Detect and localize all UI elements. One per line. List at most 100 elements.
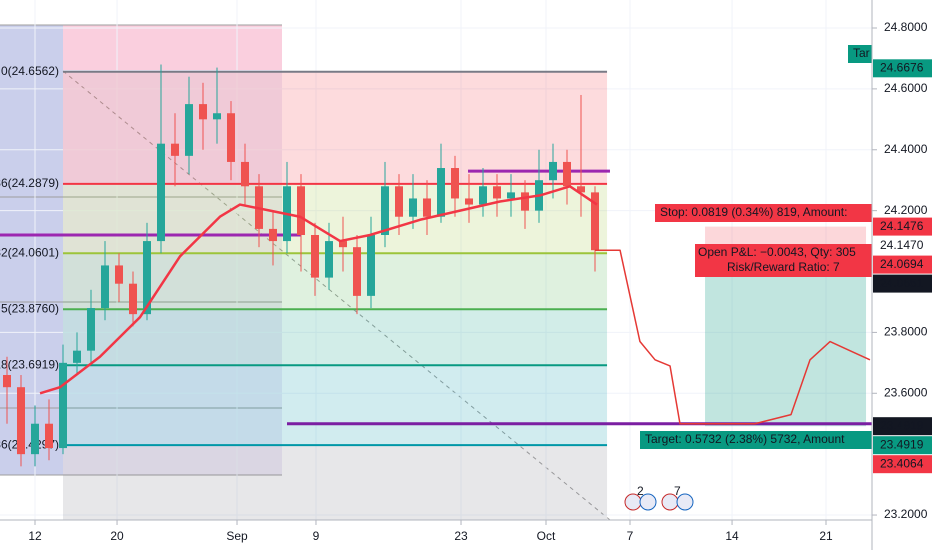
candle-body bbox=[86, 308, 95, 351]
candle-body bbox=[100, 265, 109, 309]
fib-band bbox=[62, 183, 608, 254]
x-tick-label: Oct bbox=[537, 529, 556, 543]
candle-body bbox=[44, 423, 53, 449]
drawings-back bbox=[0, 0, 872, 520]
candle-body bbox=[268, 228, 277, 242]
price-label: 24.0694 bbox=[880, 257, 924, 271]
candle-body bbox=[114, 265, 123, 284]
candle-body bbox=[450, 168, 459, 199]
label-text: Open P&L: −0.0043, Qty: 305 bbox=[698, 245, 856, 259]
price-label: 23.4919 bbox=[880, 418, 924, 432]
fib-label: 18(23.6919) bbox=[0, 357, 59, 371]
label-text: Risk/Reward Ratio: 7 bbox=[727, 260, 840, 274]
plot: 0(24.6562) 36(24.2879) 82(24.0601) .5(23.87… bbox=[0, 45, 872, 511]
candle-body bbox=[170, 143, 179, 156]
candle-body bbox=[436, 168, 445, 217]
candle-body bbox=[142, 241, 151, 315]
candle-body bbox=[310, 234, 319, 278]
fib-label: .5(23.8760) bbox=[0, 301, 59, 315]
fib-band bbox=[62, 309, 608, 366]
price-label-box bbox=[873, 436, 932, 455]
fib-band bbox=[62, 445, 608, 520]
candle-body bbox=[548, 161, 557, 181]
x-tick-label: 9 bbox=[313, 529, 320, 543]
price-label: 24.0651 bbox=[880, 276, 924, 290]
candle-body bbox=[212, 113, 221, 120]
x-tick-label: 21 bbox=[819, 529, 833, 543]
candle-body bbox=[352, 247, 361, 296]
price-label: 24.1476 bbox=[880, 219, 924, 233]
trend-line bbox=[62, 70, 611, 520]
price-label-box bbox=[873, 59, 932, 78]
candle-body bbox=[30, 423, 39, 455]
y-tick-label: 23.8000 bbox=[884, 325, 928, 339]
price-label: 24.1470 bbox=[880, 238, 924, 252]
top-box bbox=[63, 25, 282, 70]
target-zone bbox=[705, 250, 867, 427]
candle-body bbox=[58, 362, 67, 449]
y-tick-label: 24.8000 bbox=[884, 20, 928, 34]
fib-band bbox=[62, 365, 608, 446]
candle-body bbox=[520, 192, 529, 211]
line-series bbox=[594, 249, 871, 425]
x-tick-label: 23 bbox=[454, 529, 468, 543]
x-tick-label: 20 bbox=[110, 529, 124, 543]
price-label-box bbox=[873, 455, 932, 474]
label-text: Target: 0.5732 (2.38%) 5732, Amount bbox=[645, 432, 845, 446]
axes: 24.8000 24.6000 24.4000 24.2000 23.8000 23.60… bbox=[28, 20, 932, 543]
event-count: 7 bbox=[674, 484, 681, 498]
price-label-box bbox=[873, 417, 932, 436]
candle-body bbox=[492, 186, 501, 199]
event-icon bbox=[639, 493, 657, 511]
candle-body bbox=[394, 186, 403, 217]
label-text: Tar bbox=[853, 46, 870, 60]
candle-body bbox=[408, 198, 417, 217]
candle-body bbox=[16, 387, 25, 455]
price-label-box bbox=[873, 274, 932, 293]
x-tick-label: 14 bbox=[725, 529, 739, 543]
candle-body bbox=[72, 350, 81, 363]
fib-label: 86(23.4297) bbox=[0, 437, 59, 451]
label-text: Stop: 0.0819 (0.34%) 819, Amount: bbox=[660, 205, 847, 219]
candle-body bbox=[576, 186, 585, 193]
candle-body bbox=[422, 198, 431, 217]
y-tick-label: 23.2000 bbox=[884, 507, 928, 521]
candle-body bbox=[184, 104, 193, 156]
candle-body bbox=[366, 234, 375, 296]
fib-band bbox=[62, 71, 608, 184]
fib-label: 36(24.2879) bbox=[0, 176, 59, 190]
candle-body bbox=[240, 161, 249, 187]
y-tick-label: 24.6000 bbox=[884, 81, 928, 95]
candle-body bbox=[198, 104, 207, 120]
candle-body bbox=[156, 143, 165, 242]
fib-label: 82(24.0601) bbox=[0, 245, 59, 259]
price-label: 24.6676 bbox=[880, 60, 924, 74]
event-icon bbox=[676, 493, 694, 511]
candle-body bbox=[226, 113, 235, 162]
event-count: 2 bbox=[637, 484, 644, 498]
label-box bbox=[848, 45, 872, 63]
candle-body bbox=[324, 241, 333, 278]
left-box bbox=[0, 25, 63, 475]
x-tick-label: 7 bbox=[627, 529, 634, 543]
x-tick-label: Sep bbox=[226, 529, 248, 543]
fib-band bbox=[62, 253, 608, 310]
y-tick-label: 23.6000 bbox=[884, 385, 928, 399]
label-box bbox=[655, 204, 872, 222]
candle-body bbox=[562, 161, 571, 187]
candle-body bbox=[296, 186, 305, 235]
candle-body bbox=[478, 186, 487, 205]
price-label: 23.4919 bbox=[880, 437, 924, 451]
y-tick-label: 24.2000 bbox=[884, 203, 928, 217]
price-label-box bbox=[873, 217, 932, 236]
candle-body bbox=[338, 241, 347, 248]
line-series bbox=[39, 185, 598, 395]
fib-label: 0(24.6562) bbox=[1, 64, 59, 78]
candle-body bbox=[590, 192, 599, 251]
candle-body bbox=[506, 192, 515, 199]
candle-body bbox=[380, 186, 389, 235]
candle-body bbox=[128, 283, 137, 315]
x-tick-label: 12 bbox=[28, 529, 42, 543]
label-box bbox=[695, 244, 872, 277]
